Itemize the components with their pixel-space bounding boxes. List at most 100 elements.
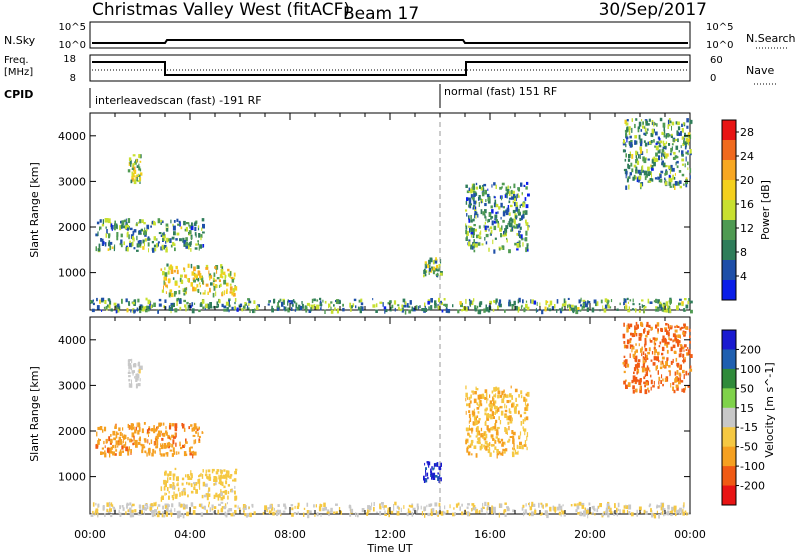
echo-cell — [495, 422, 497, 427]
echo-cell — [157, 218, 161, 224]
echo-cell — [656, 365, 658, 370]
echo-cell — [247, 305, 249, 309]
echo-cell — [504, 409, 508, 413]
echo-cell — [137, 442, 141, 445]
colorbar-frame — [721, 329, 737, 506]
echo-cell — [472, 207, 475, 210]
echo-cell — [109, 501, 111, 507]
echo-cell — [110, 438, 113, 444]
echo-cell — [156, 243, 158, 247]
echo-cell — [244, 505, 246, 508]
echo-cell — [162, 422, 165, 426]
echo-cell — [198, 475, 200, 478]
echo-cell — [225, 475, 228, 480]
echo-cell — [201, 277, 204, 282]
echo-cell — [472, 421, 475, 426]
echo-cell — [219, 481, 222, 486]
echo-cell — [525, 407, 529, 411]
echo-cell — [127, 359, 130, 363]
echo-cell — [638, 380, 642, 385]
echo-cell — [498, 299, 502, 303]
echo-cell — [140, 229, 142, 232]
echo-cell — [487, 188, 489, 191]
echo-cell — [92, 510, 94, 515]
echo-cell — [468, 225, 470, 228]
echo-cell — [685, 304, 689, 309]
echo-cell — [643, 306, 647, 309]
echo-cell — [679, 327, 682, 331]
echo-cell — [671, 146, 673, 151]
echo-cell — [427, 461, 431, 466]
echo-cell — [690, 119, 693, 124]
echo-cell — [500, 247, 503, 250]
echo-cell — [485, 233, 489, 238]
echo-cell — [625, 505, 629, 509]
echo-cell — [443, 298, 446, 301]
echo-cell — [316, 304, 319, 309]
echo-cell — [667, 124, 669, 129]
power-ylabel: Slant Range [km] — [28, 162, 41, 258]
echo-cell — [644, 348, 648, 352]
echo-cell — [671, 167, 675, 172]
echo-cell — [669, 185, 672, 188]
echo-cell — [183, 299, 186, 303]
echo-cell — [579, 309, 582, 312]
echo-cell — [635, 150, 638, 156]
echo-cell — [535, 307, 537, 313]
echo-cell — [187, 307, 189, 311]
echo-cell — [636, 371, 638, 375]
echo-cell — [478, 225, 481, 229]
echo-cell — [105, 233, 108, 238]
echo-cell — [468, 239, 471, 242]
echo-cell — [206, 495, 209, 501]
echo-cell — [146, 429, 149, 433]
echo-cell — [229, 286, 233, 291]
echo-cell — [490, 217, 492, 220]
echo-cell — [315, 504, 317, 508]
echo-cell — [518, 445, 522, 449]
echo-cell — [375, 303, 378, 308]
echo-cell — [115, 431, 118, 434]
echo-cell — [243, 510, 245, 513]
echo-cell — [674, 371, 677, 376]
echo-cell — [655, 324, 658, 329]
echo-cell — [141, 219, 144, 223]
echo-cell — [493, 444, 495, 447]
echo-cell — [210, 282, 213, 286]
echo-cell — [221, 275, 224, 279]
echo-cell — [677, 339, 679, 343]
colorbar-tick-label: -50 — [740, 441, 758, 454]
echo-cell — [384, 510, 386, 515]
echo-cell — [511, 196, 515, 200]
echo-cell — [338, 507, 341, 512]
echo-cell — [166, 508, 169, 513]
echo-cell — [512, 431, 516, 436]
echo-cell — [561, 303, 564, 307]
echo-cell — [115, 434, 118, 439]
echo-cell — [513, 183, 516, 189]
echo-cell — [562, 511, 565, 515]
echo-cell — [488, 228, 490, 232]
echo-cell — [488, 428, 491, 433]
echo-cell — [494, 196, 496, 199]
echo-cell — [489, 452, 492, 457]
echo-cell — [496, 407, 500, 412]
echo-cell — [506, 428, 508, 433]
echo-cell — [212, 292, 215, 298]
echo-cell — [234, 496, 237, 501]
echo-cell — [639, 378, 642, 383]
echo-cell — [128, 446, 130, 450]
echo-cell — [506, 193, 508, 199]
echo-cell — [521, 507, 524, 511]
echo-cell — [180, 446, 183, 450]
echo-cell — [527, 193, 530, 197]
echo-cell — [174, 426, 178, 432]
echo-cell — [671, 121, 675, 126]
echo-cell — [431, 475, 435, 478]
echo-cell — [473, 185, 475, 189]
echo-cell — [687, 349, 691, 354]
echo-cell — [520, 182, 523, 187]
echo-cell — [662, 335, 665, 341]
echo-cell — [651, 128, 654, 134]
echo-cell — [687, 372, 689, 376]
